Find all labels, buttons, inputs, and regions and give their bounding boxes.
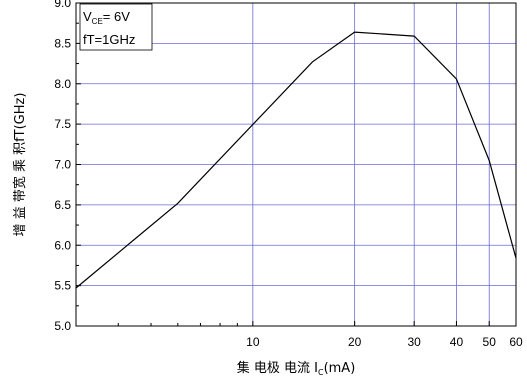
y-tick-label: 6.5 bbox=[54, 198, 71, 212]
y-tick-label: 8.0 bbox=[54, 77, 71, 91]
y-tick-label: 6.0 bbox=[54, 238, 71, 252]
legend-vce: VCE= 6V bbox=[83, 9, 130, 26]
grid bbox=[76, 2, 517, 327]
x-tick-label: 40 bbox=[450, 335, 464, 349]
series-line bbox=[75, 31, 517, 289]
y-tick-label: 7.5 bbox=[54, 117, 71, 131]
legend-vce-prefix: V bbox=[83, 9, 92, 24]
legend-vce-suffix: = 6V bbox=[103, 9, 130, 24]
y-tick-label: 5.0 bbox=[54, 319, 71, 333]
x-axis-title-sub: C bbox=[318, 368, 324, 377]
legend-box bbox=[79, 3, 153, 51]
legend: VCE= 6V fT=1GHz bbox=[79, 3, 153, 51]
x-tick-label: 30 bbox=[408, 335, 422, 349]
x-tick-label: 20 bbox=[348, 335, 362, 349]
x-axis-title-suffix: (mA) bbox=[324, 361, 356, 376]
series-group bbox=[75, 31, 517, 289]
y-axis-title: 增 益 带宽 乘 积fT(GHz) bbox=[12, 93, 28, 237]
x-tick-label: 60 bbox=[509, 335, 523, 349]
y-tick-label: 9.0 bbox=[54, 0, 71, 10]
x-axis-title: 集 电极 电流 IC(mA) bbox=[237, 360, 356, 377]
y-tick-label: 5.5 bbox=[54, 279, 71, 293]
legend-vce-sub: CE bbox=[92, 17, 103, 26]
x-tick-label: 50 bbox=[483, 335, 497, 349]
x-axis-title-prefix: 集 电极 电流 I bbox=[237, 360, 318, 376]
x-tick-label: 10 bbox=[246, 335, 260, 349]
y-tick-label: 7.0 bbox=[54, 158, 71, 172]
axis-ticks: 5.0 5.5 6.0 6.5 7.0 7.5 8.0 8.5 9.0 10 20 30 40 50 60 bbox=[54, 0, 523, 349]
y-tick-label: 8.5 bbox=[54, 36, 71, 50]
legend-ft: fT=1GHz bbox=[83, 32, 135, 47]
